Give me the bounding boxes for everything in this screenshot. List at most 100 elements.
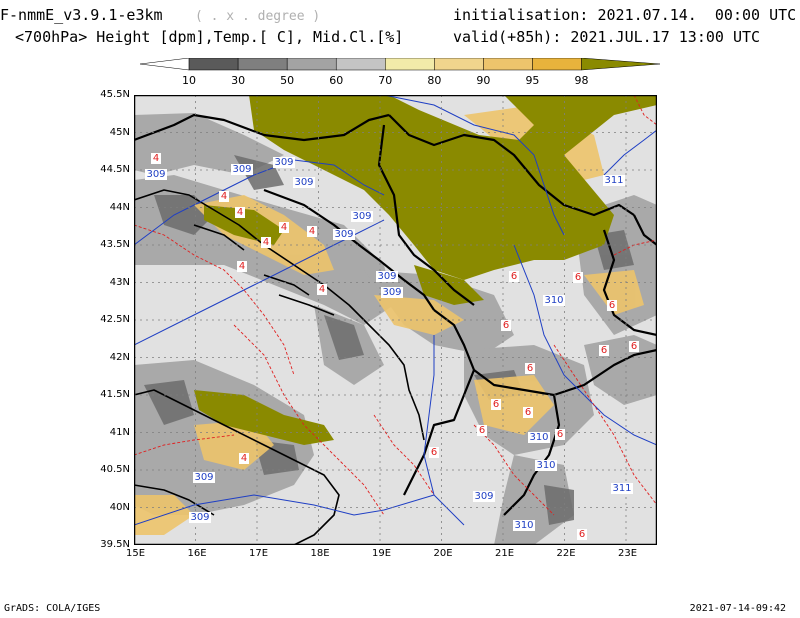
lat-tick-label: 45N (109, 126, 130, 138)
height-label-bg (189, 512, 211, 523)
cloud-colorbar: 10 30 50 60 70 80 90 95 98 (140, 58, 660, 87)
height-label-bg (473, 491, 495, 502)
colorbar-label: 60 (329, 74, 343, 87)
lat-tick-label: 40.5N (100, 464, 130, 475)
height-contour-label: 309 (352, 211, 371, 222)
temperature-contour-label: 4 (241, 453, 247, 464)
temp-label-bg (599, 345, 609, 356)
height-contour-label: 309 (194, 472, 213, 483)
temp-label-bg (219, 191, 229, 202)
lat-tick-label: 44.5N (100, 164, 130, 175)
height-contour-labels: 309 3093093093093093093093093093103103103… (145, 157, 633, 531)
temp-label-bg (237, 261, 247, 272)
lat-tick-label: 40N (109, 501, 130, 513)
field-description: <700hPa> Height [dpm],Temp.[ C], Mid.Cl.… (15, 28, 404, 46)
height-label-bg (381, 287, 403, 298)
lat-tick-label: 45.5N (100, 89, 130, 100)
lon-tick-label: 19E (372, 548, 392, 559)
temperature-contour-label: 6 (493, 399, 499, 410)
temp-label-bg (525, 363, 535, 374)
colorbar-label: 70 (378, 74, 392, 87)
height-contour-label: 310 (514, 520, 533, 531)
height-contour-label: 310 (544, 295, 563, 306)
lon-tick-label: 17E (249, 548, 269, 559)
lat-tick-label: 41.5N (100, 389, 130, 400)
colorbar-box (385, 58, 435, 71)
temperature-contour-label: 4 (153, 153, 159, 164)
lat-tick-label: 42N (109, 351, 130, 363)
temperature-contour-label: 4 (319, 284, 325, 295)
colorbar-box (532, 58, 582, 71)
height-contour-label: 309 (377, 271, 396, 282)
lon-tick-label: 18E (310, 548, 330, 559)
temperature-contour-label: 6 (525, 407, 531, 418)
temp-label-bg (261, 237, 271, 248)
grads-credit: GrADS: COLA/IGES (4, 603, 101, 614)
height-label-bg (273, 157, 295, 168)
colorbar-box (286, 58, 337, 71)
temp-label-bg (307, 226, 317, 237)
temp-label-bg (629, 341, 639, 352)
height-contour-label: 309 (334, 229, 353, 240)
height-label-bg (231, 164, 253, 175)
height-label-bg (376, 271, 398, 282)
initialisation-time: initialisation: 2021.07.14. 00:00 UTC (453, 6, 797, 24)
colorbar-label: 90 (476, 74, 490, 87)
lon-tick-label: 20E (433, 548, 453, 559)
height-label-bg (611, 483, 633, 494)
country-borders (134, 113, 657, 516)
height-label-bg (193, 472, 215, 483)
colorbar-box (140, 58, 190, 71)
colorbar-box (335, 58, 386, 71)
height-contour-label: 309 (294, 177, 313, 188)
lon-tick-label: 22E (556, 548, 576, 559)
colorbar-label: 10 (182, 74, 196, 87)
temperature-contour-label: 4 (237, 207, 243, 218)
temperature-contour-label: 6 (631, 341, 637, 352)
height-contour-label: 309 (274, 157, 293, 168)
weather-map: 309 3093093093093093093093093093103103103… (134, 95, 657, 545)
height-label-bg (145, 169, 167, 180)
temperature-contour-label: 6 (527, 363, 533, 374)
lat-tick-label: 43N (109, 276, 130, 288)
temperature-contour-label: 4 (221, 191, 227, 202)
temp-label-bg (317, 284, 327, 295)
temperature-contour-label: 4 (309, 226, 315, 237)
colorbar-box (483, 58, 533, 71)
temp-label-bg (279, 222, 289, 233)
lat-tick-label: 42.5N (100, 314, 130, 325)
height-label-bg (603, 175, 625, 186)
temp-label-bg (501, 320, 511, 331)
height-contour-label: 309 (232, 164, 251, 175)
temperature-contours (134, 95, 657, 516)
colorbar-box (237, 58, 288, 71)
temp-label-bg (429, 447, 439, 458)
temp-label-bg (523, 407, 533, 418)
render-timestamp: 2021-07-14-09:42 (689, 603, 786, 614)
lat-tick-label: 43.5N (100, 239, 130, 250)
cloud-cover-98 (194, 95, 657, 445)
temp-label-bg (491, 399, 501, 410)
temperature-contour-label: 6 (579, 529, 585, 540)
colorbar-box (188, 58, 239, 71)
temperature-contour-label: 6 (511, 271, 517, 282)
temp-label-bg (509, 271, 519, 282)
lon-tick-label: 23E (618, 548, 638, 559)
temperature-contour-label: 6 (557, 429, 563, 440)
temp-label-bg (151, 153, 161, 164)
colorbar-box (434, 58, 484, 71)
height-contour-label: 309 (190, 512, 209, 523)
height-contour-label: 310 (536, 460, 555, 471)
temperature-contour-label: 6 (575, 272, 581, 283)
height-label-bg (351, 211, 373, 222)
units-note: ( . x . degree ) (195, 9, 321, 24)
lat-tick-label: 39.5N (100, 539, 130, 550)
colorbar-label: 50 (280, 74, 294, 87)
temperature-contour-label: 6 (601, 345, 607, 356)
height-contour-label: 311 (604, 175, 623, 186)
temp-label-bg (235, 207, 245, 218)
temperature-contour-label: 6 (479, 425, 485, 436)
height-contour-label: 309 (382, 287, 401, 298)
height-label-bg (293, 177, 315, 188)
